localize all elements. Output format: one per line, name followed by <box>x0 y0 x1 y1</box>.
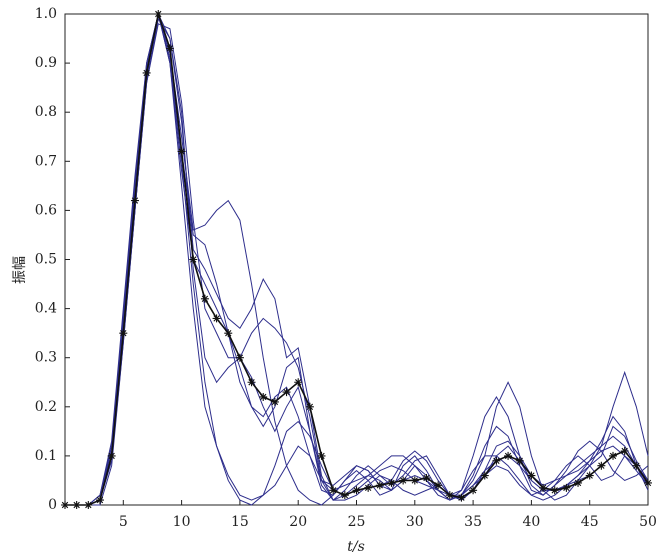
asterisk-marker <box>434 481 443 490</box>
asterisk-marker <box>200 294 209 303</box>
asterisk-marker <box>247 378 256 387</box>
plot-frame <box>64 13 649 506</box>
asterisk-marker <box>527 471 536 480</box>
asterisk-marker <box>445 491 454 500</box>
x-axis-label: t/s <box>347 539 365 555</box>
asterisk-marker <box>154 10 163 18</box>
asterisk-marker <box>130 196 139 205</box>
y-tick-label: 0.8 <box>35 104 57 120</box>
asterisk-marker <box>492 456 501 465</box>
y-tick-label: 0.6 <box>35 202 57 218</box>
asterisk-marker <box>387 478 396 487</box>
asterisk-marker <box>609 451 618 460</box>
asterisk-marker <box>189 255 198 264</box>
asterisk-marker <box>224 329 233 338</box>
asterisk-marker <box>457 493 466 502</box>
asterisk-marker <box>504 451 513 460</box>
y-tick-label: 0 <box>48 497 57 513</box>
y-tick-label: 0.9 <box>35 55 57 71</box>
x-tick-label: 5 <box>119 514 128 530</box>
asterisk-marker <box>644 478 652 487</box>
asterisk-marker <box>352 486 361 495</box>
x-tick-label: 40 <box>522 514 540 530</box>
y-tick-label: 1.0 <box>35 6 57 22</box>
asterisk-marker <box>212 314 221 323</box>
asterisk-marker <box>597 461 606 470</box>
asterisk-marker <box>574 478 583 487</box>
asterisk-marker <box>107 451 116 460</box>
y-tick-label: 0.2 <box>35 399 57 415</box>
asterisk-marker <box>235 353 244 362</box>
asterisk-marker <box>305 402 314 411</box>
asterisk-marker <box>329 486 338 495</box>
series-line <box>65 10 649 506</box>
asterisk-marker <box>632 461 641 470</box>
series-line <box>65 23 649 506</box>
x-tick-label: 25 <box>348 514 366 530</box>
asterisk-marker <box>72 501 81 509</box>
asterisk-marker <box>364 483 373 492</box>
asterisk-marker <box>165 44 174 53</box>
series-line <box>65 12 649 506</box>
asterisk-marker <box>515 456 524 465</box>
x-tick-label: 15 <box>231 514 249 530</box>
y-tick-label: 0.7 <box>35 153 57 169</box>
asterisk-marker <box>142 68 151 77</box>
asterisk-marker <box>562 483 571 492</box>
asterisk-marker <box>375 481 384 490</box>
asterisk-marker <box>340 491 349 500</box>
series-line <box>65 12 649 506</box>
y-tick-label: 0.4 <box>35 301 57 317</box>
asterisk-marker <box>317 451 326 460</box>
x-tick-label: 35 <box>464 514 482 530</box>
asterisk-marker <box>177 147 186 156</box>
x-tick-label: 20 <box>289 514 307 530</box>
x-tick-label: 50 <box>639 514 657 530</box>
x-tick-label: 30 <box>406 514 424 530</box>
asterisk-marker <box>410 476 419 485</box>
y-tick-label: 0.1 <box>35 448 57 464</box>
asterisk-marker <box>95 496 104 505</box>
asterisk-marker <box>620 446 629 455</box>
y-tick-label: 0.5 <box>35 252 57 268</box>
asterisk-marker <box>282 388 291 397</box>
asterisk-marker <box>539 483 548 492</box>
y-axis-label: 振幅 <box>12 256 28 284</box>
asterisk-marker <box>119 329 128 338</box>
x-tick-label: 10 <box>173 514 191 530</box>
series-line <box>65 13 649 506</box>
asterisk-marker <box>480 471 489 480</box>
series-line <box>65 13 649 506</box>
asterisk-marker <box>550 486 559 495</box>
asterisk-marker <box>399 476 408 485</box>
asterisk-marker <box>84 501 93 509</box>
y-tick-label: 0.3 <box>35 350 57 366</box>
asterisk-marker <box>294 378 303 387</box>
series-line <box>65 13 649 506</box>
asterisk-marker <box>585 471 594 480</box>
asterisk-marker <box>259 392 268 401</box>
asterisk-marker <box>422 473 431 482</box>
series-line <box>65 17 649 506</box>
asterisk-marker <box>270 397 279 406</box>
asterisk-marker <box>469 486 478 495</box>
x-tick-label: 45 <box>581 514 599 530</box>
asterisk-marker <box>61 501 69 509</box>
series-line <box>65 13 649 506</box>
